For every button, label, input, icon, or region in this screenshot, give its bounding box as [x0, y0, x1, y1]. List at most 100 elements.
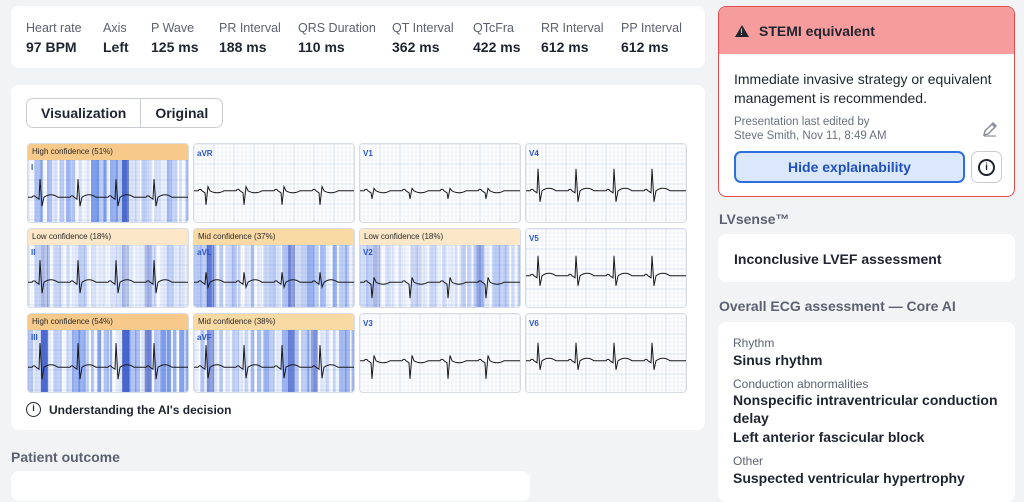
lead-tile-v1: V1 — [359, 143, 521, 223]
ecg-waveform — [526, 144, 686, 222]
lead-tile-i: High confidence (51%) I — [27, 143, 189, 223]
lead-tile-v3: V3 — [359, 313, 521, 393]
other-value: Suspected ventricular hypertrophy — [733, 470, 965, 486]
metric-value: 422 ms — [473, 39, 521, 55]
last-edited-line2: Steve Smith, Nov 11, 8:49 AM — [734, 130, 887, 142]
metric-axis: Axis Left — [103, 21, 129, 55]
lead-tile-ii: Low confidence (18%) II — [27, 228, 189, 308]
metric-pp-interval: PP Interval 612 ms — [621, 21, 682, 55]
metric-label: QTcFra — [473, 21, 514, 35]
ecg-waveform — [194, 330, 354, 392]
rhythm-label: Rhythm — [733, 336, 775, 350]
lvsense-result: Inconclusive LVEF assessment — [734, 251, 942, 267]
metric-value: 612 ms — [541, 39, 589, 55]
ecg-waveform — [28, 330, 188, 392]
lead-tile-v2: Low confidence (18%) V2 — [359, 228, 521, 308]
lead-name: aVL — [197, 248, 212, 257]
stemi-alert-card: ! STEMI equivalent Immediate invasive st… — [718, 6, 1015, 197]
metric-label: P Wave — [151, 21, 195, 35]
ecg-waveform — [526, 314, 686, 392]
metric-qrs-duration: QRS Duration 110 ms — [298, 21, 376, 55]
last-edited-line1: Presentation last edited by — [734, 116, 870, 128]
patient-outcome-title: Patient outcome — [11, 449, 120, 465]
info-ai-icon: i — [978, 159, 995, 176]
lead-tile-v5: V5 — [525, 228, 687, 308]
lead-name: I — [31, 163, 34, 172]
lead-tile-avf: Mid confidence (38%) aVF — [193, 313, 355, 393]
confidence-badge: High confidence (54%) — [28, 314, 188, 330]
ecg-assessment-card: Rhythm Sinus rhythm Conduction abnormali… — [718, 322, 1015, 502]
metric-rr-interval: RR Interval 612 ms — [541, 21, 604, 55]
ecg-waveform — [28, 160, 188, 222]
lead-name: V6 — [529, 319, 539, 328]
metric-qtcfra: QTcFra 422 ms — [473, 21, 520, 55]
lead-tile-v4: V4 — [525, 143, 687, 223]
lead-name: V5 — [529, 234, 539, 243]
ecg-waveform — [360, 314, 520, 392]
tab-original[interactable]: Original — [155, 105, 209, 121]
ecg-waveform — [526, 229, 686, 307]
other-label: Other — [733, 454, 764, 468]
confidence-badge: Low confidence (18%) — [360, 229, 520, 245]
conduction-label: Conduction abnormalities — [733, 377, 869, 391]
rhythm-value: Sinus rhythm — [733, 352, 823, 368]
lead-name: aVR — [197, 149, 213, 158]
metric-label: Axis — [103, 21, 127, 35]
lead-tile-avl: Mid confidence (37%) aVL — [193, 228, 355, 308]
lead-name: aVF — [197, 333, 212, 342]
metric-qt-interval: QT Interval 362 ms — [392, 21, 454, 55]
metric-label: QT Interval — [392, 21, 454, 35]
lvsense-title: LVsense™ — [719, 211, 790, 227]
metric-value: 125 ms — [151, 39, 199, 55]
lead-name: II — [31, 248, 36, 257]
assessment-title: Overall ECG assessment — Core AI — [719, 298, 956, 314]
lead-name: V3 — [363, 319, 373, 328]
lead-name: V4 — [529, 149, 539, 158]
conduction-value: Nonspecific intraventricular conduction … — [733, 392, 998, 426]
lead-name: V1 — [363, 149, 373, 158]
ecg-waveform — [360, 144, 520, 222]
pencil-icon[interactable] — [981, 120, 1001, 140]
metric-p-wave: P Wave 125 ms — [151, 21, 198, 55]
lead-tile-iii: High confidence (54%) III — [27, 313, 189, 393]
confidence-badge: High confidence (51%) — [28, 144, 188, 160]
confidence-badge: Mid confidence (38%) — [194, 314, 354, 330]
confidence-badge: Mid confidence (37%) — [194, 229, 354, 245]
lead-tile-v6: V6 — [525, 313, 687, 393]
alert-header: ! STEMI equivalent — [719, 7, 1014, 54]
metric-label: QRS Duration — [298, 21, 376, 35]
info-icon: i — [26, 402, 41, 417]
metric-label: PR Interval — [219, 21, 281, 35]
ecg-waveform — [194, 245, 354, 307]
last-edited-info: Presentation last edited by Steve Smith,… — [734, 115, 974, 143]
alert-title: STEMI equivalent — [759, 22, 875, 39]
ecg-panel: Visualization Original High confidence (… — [11, 85, 705, 430]
confidence-badge: Low confidence (18%) — [28, 229, 188, 245]
metric-value: 362 ms — [392, 39, 440, 55]
ai-info-button[interactable]: i — [971, 151, 1002, 183]
hide-explainability-button[interactable]: Hide explainability — [734, 151, 965, 183]
ecg-metrics-bar: Heart rate 97 BPM Axis Left P Wave 125 ms P… — [11, 6, 705, 68]
metric-label: Heart rate — [26, 21, 82, 35]
metric-value: 188 ms — [219, 39, 267, 55]
ecg-waveform — [360, 245, 520, 307]
conduction-value: Left anterior fascicular block — [733, 429, 925, 445]
warning-triangle-icon: ! — [735, 24, 749, 37]
ecg-waveform — [194, 144, 354, 222]
explain-link-label: Understanding the AI's decision — [49, 402, 232, 417]
explain-link[interactable]: i Understanding the AI's decision — [26, 402, 231, 417]
metric-value: 612 ms — [621, 39, 669, 55]
lead-tile-avr: aVR — [193, 143, 355, 223]
metric-heart-rate: Heart rate 97 BPM — [26, 21, 82, 55]
metric-label: RR Interval — [541, 21, 604, 35]
metric-value: 97 BPM — [26, 39, 77, 55]
metric-value: 110 ms — [298, 39, 345, 55]
alert-message: Immediate invasive strategy or equivalen… — [734, 71, 992, 106]
ecg-waveform — [28, 245, 188, 307]
metric-label: PP Interval — [621, 21, 682, 35]
metric-value: Left — [103, 39, 129, 55]
tab-visualization[interactable]: Visualization — [27, 99, 142, 127]
view-toggle: Visualization Original — [26, 98, 224, 128]
lead-name: III — [31, 333, 38, 342]
lead-name: V2 — [363, 248, 373, 257]
